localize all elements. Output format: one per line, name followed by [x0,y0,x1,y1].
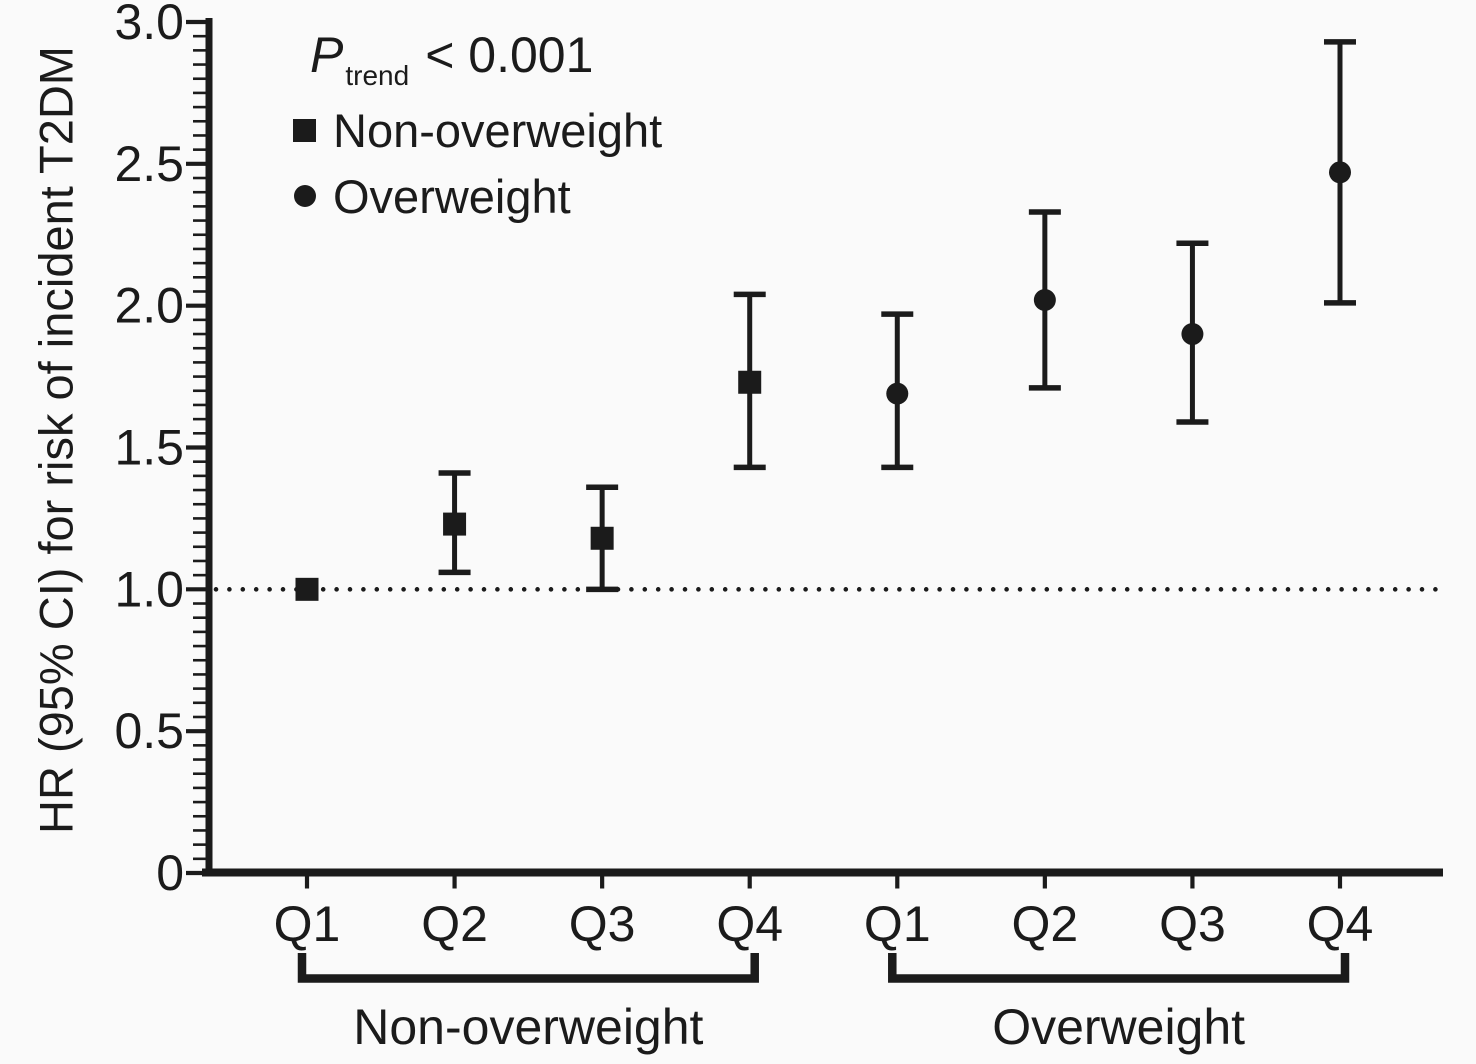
group-label: Non-overweight [353,999,703,1055]
y-tick-label: 2.0 [114,278,184,334]
group-label: Overweight [992,999,1245,1055]
legend-label-non-overweight: Non-overweight [333,103,663,157]
x-tick-label: Q4 [716,896,783,952]
legend-label-overweight: Overweight [333,169,571,223]
legend-item-overweight: Overweight [293,170,662,223]
p-value: < 0.001 [425,27,594,83]
x-tick-label: Q3 [1159,896,1226,952]
group-bracket [888,953,1350,983]
x-tick-label: Q3 [569,896,636,952]
data-marker-circle [886,382,909,405]
data-marker-circle [1033,288,1056,311]
data-marker-square [443,512,467,536]
circle-marker-icon [294,185,316,207]
x-tick-label: Q2 [1012,896,1079,952]
y-tick-label: 3.0 [114,0,184,50]
x-tick-label: Q4 [1307,896,1374,952]
square-marker-icon [293,118,316,142]
p-trend-annotation: Ptrend < 0.001 [310,26,594,91]
y-tick-label: 0.5 [114,703,184,759]
p-subscript: trend [345,60,410,91]
data-marker-square [295,577,319,601]
y-tick-label: 0 [156,845,184,901]
y-tick-label: 1.0 [114,561,184,617]
x-tick-label: Q1 [274,896,341,952]
y-tick-label: 2.5 [114,136,184,192]
data-marker-circle [1328,161,1351,184]
x-tick-label: Q1 [864,896,931,952]
legend: Non-overweight Overweight [293,104,662,223]
legend-item-non-overweight: Non-overweight [293,104,662,157]
data-marker-square [590,526,614,550]
x-tick-label: Q2 [421,896,488,952]
y-tick-label: 1.5 [114,420,184,476]
data-marker-square [738,370,762,394]
group-bracket [297,953,759,983]
data-marker-circle [1181,323,1204,346]
p-symbol: P [310,27,344,83]
